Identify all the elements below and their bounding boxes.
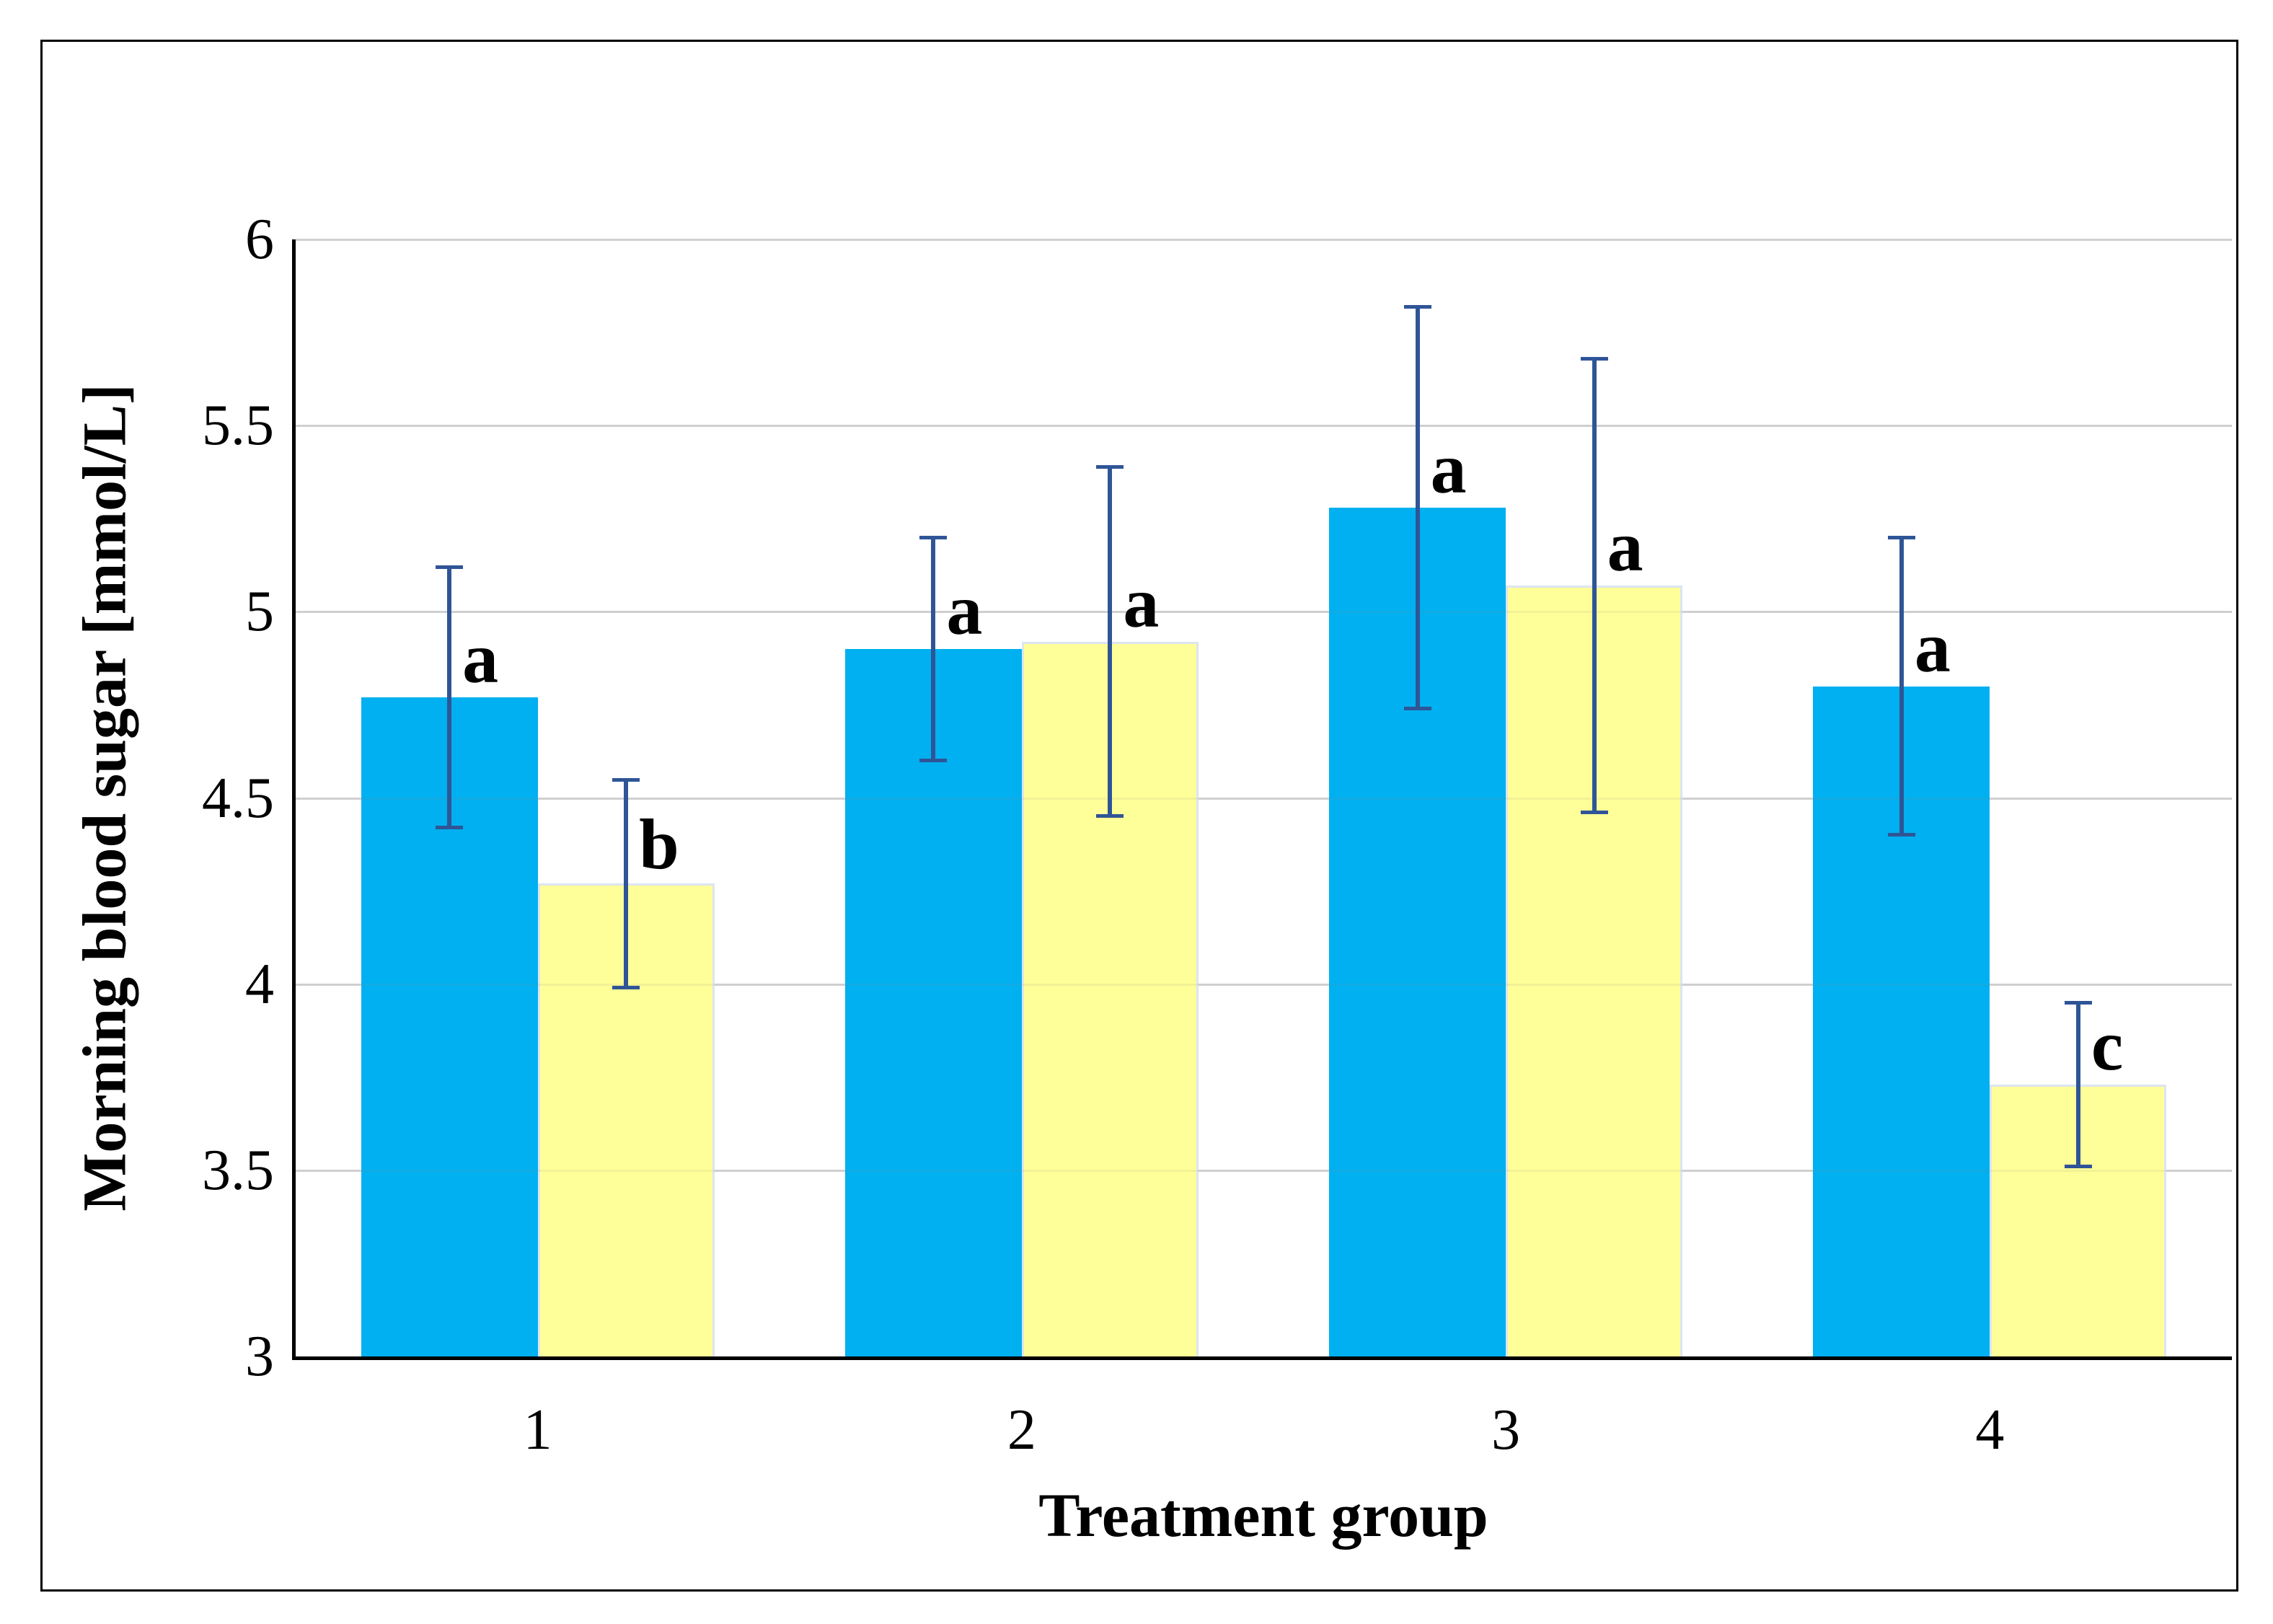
y-tick-label-4: 4 (245, 952, 274, 1016)
error-bar-cap-top-group1-yellow (612, 777, 640, 782)
x-tick-label-4: 4 (1975, 1398, 2005, 1462)
error-bar-cap-bottom-group1-yellow (612, 985, 640, 989)
gridline-overlay-6 (296, 239, 2232, 241)
figure-border (40, 40, 2238, 1592)
y-tick-label-4.5: 4.5 (202, 766, 274, 830)
error-bar-line-group2-blue (931, 537, 936, 761)
y-axis-line (292, 239, 296, 1360)
error-bar-cap-top-group4-yellow (2064, 1001, 2092, 1005)
error-bar-cap-bottom-group1-blue (436, 825, 464, 829)
error-bar-cap-top-group2-blue (919, 536, 948, 540)
error-bar-cap-top-group3-yellow (1580, 357, 1608, 361)
x-tick-label-2: 2 (1007, 1398, 1036, 1462)
bar-group1-yellow (537, 883, 715, 1356)
error-bar-cap-bottom-group3-yellow (1580, 811, 1608, 815)
sig-letter-group4-yellow: c (2091, 1005, 2124, 1086)
x-axis-line (292, 1356, 2232, 1360)
error-bar-cap-top-group2-yellow (1096, 464, 1124, 469)
x-tick-label-1: 1 (523, 1398, 552, 1462)
gridline-overlay-4 (296, 983, 2232, 986)
sig-letter-group2-blue: a (946, 569, 983, 650)
gridline-overlay-5.5 (296, 425, 2232, 428)
gridline-overlay-3.5 (296, 1169, 2232, 1172)
gridline-5.5 (296, 425, 2232, 428)
sig-letter-group4-blue: a (1914, 606, 1951, 687)
error-bar-cap-bottom-group4-blue (1887, 833, 1915, 837)
gridline-4.5 (296, 797, 2232, 800)
error-bar-cap-bottom-group3-blue (1403, 706, 1431, 710)
error-bar-line-group1-yellow (624, 779, 629, 988)
error-bar-line-group4-blue (1899, 537, 1904, 836)
error-bar-cap-bottom-group4-yellow (2064, 1164, 2092, 1168)
error-bar-line-group4-yellow (2075, 1002, 2080, 1167)
gridline-6 (296, 239, 2232, 241)
gridline-4 (296, 983, 2232, 986)
error-bar-cap-top-group1-blue (436, 565, 464, 570)
x-axis-title: Treatment group (1038, 1480, 1488, 1550)
x-tick-label-3: 3 (1491, 1398, 1521, 1462)
gridline-overlay-4.5 (296, 797, 2232, 800)
error-bar-line-group2-yellow (1108, 466, 1113, 817)
y-tick-label-5.5: 5.5 (202, 394, 274, 458)
sig-letter-group3-yellow: a (1607, 506, 1643, 587)
error-bar-cap-top-group4-blue (1887, 536, 1915, 540)
gridline-5 (296, 611, 2232, 614)
y-tick-label-3.5: 3.5 (202, 1138, 274, 1202)
gridline-3.5 (296, 1169, 2232, 1172)
bar-group2-blue (844, 648, 1022, 1356)
error-bar-line-group3-blue (1415, 306, 1420, 709)
sig-letter-group1-yellow: b (639, 804, 679, 885)
error-bar-cap-top-group3-blue (1403, 304, 1431, 309)
y-tick-label-6: 6 (245, 208, 274, 271)
sig-letter-group3-blue: a (1430, 428, 1467, 508)
y-tick-label-3: 3 (245, 1325, 274, 1388)
sig-letter-group2-yellow: a (1123, 562, 1160, 643)
sig-letter-group1-blue: a (462, 618, 499, 699)
gridline-overlay-5 (296, 611, 2232, 614)
y-tick-label-5: 5 (245, 580, 274, 644)
error-bar-line-group1-blue (447, 567, 452, 828)
error-bar-cap-bottom-group2-blue (919, 758, 948, 762)
error-bar-cap-bottom-group2-yellow (1096, 814, 1124, 818)
error-bar-line-group3-yellow (1592, 358, 1597, 813)
